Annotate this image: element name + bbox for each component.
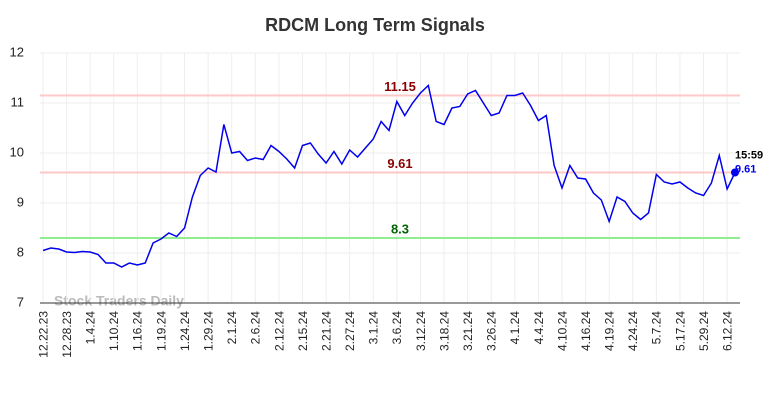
x-tick-label: 1.24.24 bbox=[178, 311, 192, 351]
x-tick-label: 3.21.24 bbox=[461, 311, 475, 351]
price-line bbox=[42, 84, 736, 268]
y-tick-label: 11 bbox=[11, 94, 25, 109]
reference-label: 9.61 bbox=[387, 156, 412, 171]
x-tick-label: 4.16.24 bbox=[579, 311, 593, 351]
x-tick-label: 4.4.24 bbox=[532, 311, 546, 345]
y-tick-label: 10 bbox=[10, 144, 24, 159]
x-tick-label: 2.21.24 bbox=[319, 311, 333, 351]
x-tick-label: 5.7.24 bbox=[650, 311, 664, 345]
x-tick-label: 4.10.24 bbox=[555, 311, 569, 351]
x-tick-label: 4.24.24 bbox=[626, 311, 640, 351]
reference-label: 11.15 bbox=[384, 79, 416, 94]
y-tick-label: 12 bbox=[10, 44, 24, 59]
last-value: 9.61 bbox=[735, 163, 756, 175]
reference-label: 8.3 bbox=[391, 221, 409, 236]
x-tick-label: 12.28.23 bbox=[60, 311, 74, 358]
x-tick-label: 2.6.24 bbox=[249, 311, 263, 345]
y-tick-label: 8 bbox=[17, 244, 24, 259]
x-tick-label: 3.6.24 bbox=[390, 311, 404, 345]
x-tick-label: 1.29.24 bbox=[202, 311, 216, 351]
y-tick-label: 7 bbox=[17, 294, 24, 309]
x-tick-label: 2.1.24 bbox=[225, 311, 239, 345]
x-tick-label: 4.1.24 bbox=[508, 311, 522, 345]
x-tick-label: 1.10.24 bbox=[107, 311, 121, 351]
x-tick-label: 2.15.24 bbox=[296, 311, 310, 351]
x-tick-label: 3.18.24 bbox=[437, 311, 451, 351]
x-tick-label: 1.19.24 bbox=[154, 311, 168, 351]
x-tick-label: 1.16.24 bbox=[131, 311, 145, 351]
last-point bbox=[731, 168, 739, 177]
x-tick-label: 3.12.24 bbox=[414, 311, 428, 351]
x-tick-label: 1.4.24 bbox=[84, 311, 98, 345]
chart-title: RDCM Long Term Signals bbox=[265, 15, 485, 35]
x-tick-label: 2.12.24 bbox=[272, 311, 286, 351]
x-tick-label: 3.1.24 bbox=[367, 311, 381, 345]
y-tick-label: 9 bbox=[17, 194, 24, 209]
x-tick-label: 4.19.24 bbox=[603, 311, 617, 351]
end-time: 15:59 bbox=[735, 149, 763, 161]
x-tick-label: 5.29.24 bbox=[697, 311, 711, 351]
x-tick-label: 6.12.24 bbox=[721, 311, 735, 351]
x-tick-label: 12.22.23 bbox=[36, 311, 50, 358]
x-tick-label: 3.26.24 bbox=[485, 311, 499, 351]
watermark: Stock Traders Daily bbox=[54, 293, 184, 309]
x-tick-label: 2.27.24 bbox=[343, 311, 357, 351]
x-tick-label: 5.17.24 bbox=[673, 311, 687, 351]
